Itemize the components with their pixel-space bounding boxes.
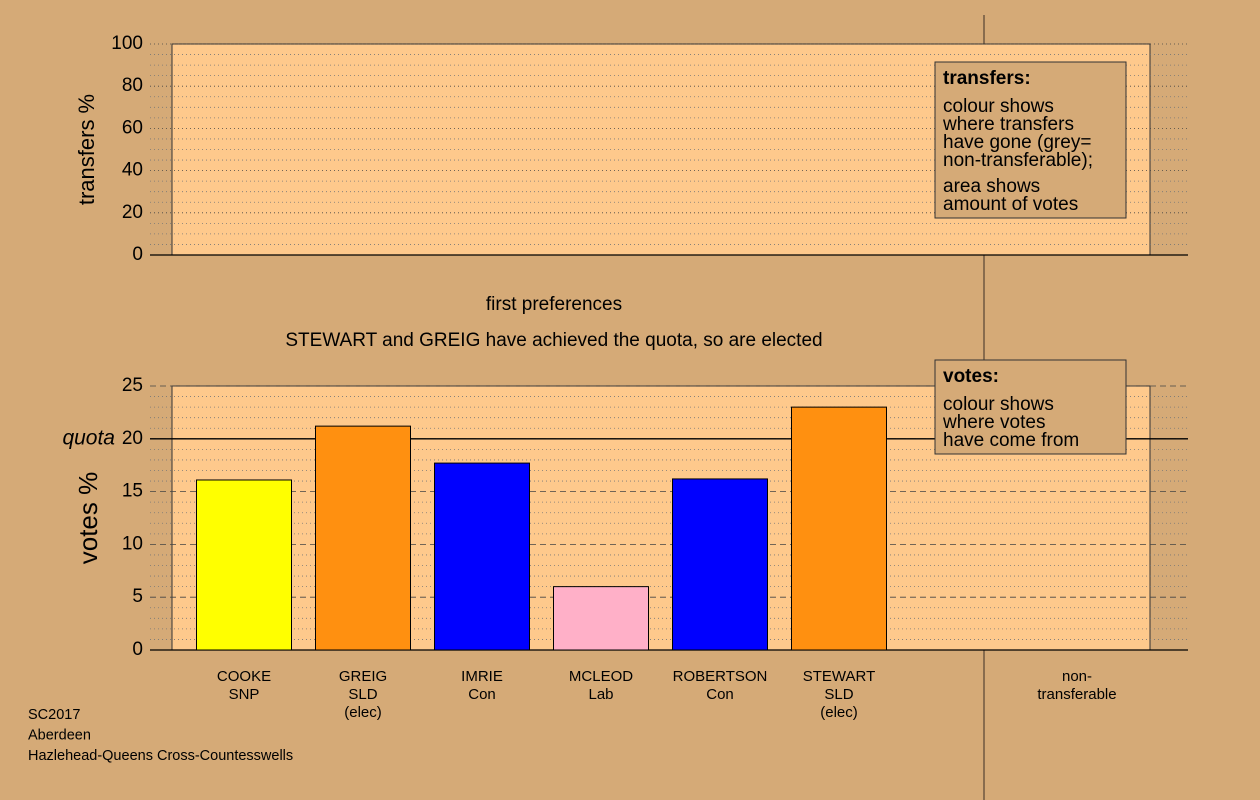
x-tick-label: (elec) [820, 704, 858, 721]
y-tick-label: 100 [111, 33, 143, 54]
y-tick-label: 0 [132, 244, 143, 265]
x-tick-label: IMRIE [461, 668, 503, 685]
quota-label: quota [62, 426, 115, 449]
bar [434, 462, 530, 651]
bar [791, 406, 887, 651]
legend-box [934, 359, 1127, 455]
y-tick-label: 20 [122, 202, 143, 223]
footer-text: Aberdeen [28, 727, 91, 743]
x-tick-label: (elec) [344, 704, 382, 721]
x-tick-label: MCLEOD [569, 668, 633, 685]
legend-title: votes: [943, 366, 999, 387]
legend-text: have gone (grey= [943, 132, 1091, 153]
bar [672, 478, 768, 651]
bar [553, 586, 649, 651]
x-tick-label: COOKE [217, 668, 271, 685]
y-tick-label: 40 [122, 160, 143, 181]
y-tick-label: 25 [122, 375, 143, 396]
subtitle: STEWART and GREIG have achieved the quot… [285, 330, 822, 351]
x-tick-label: SLD [824, 686, 853, 703]
footer-text: Hazlehead-Queens Cross-Countesswells [28, 748, 293, 764]
x-tick-label: ROBERTSON [673, 668, 768, 685]
legend-text: where votes [942, 412, 1045, 433]
legend-text: where transfers [942, 114, 1074, 135]
x-tick-label: SLD [348, 686, 377, 703]
bar [196, 479, 292, 651]
legend-box [934, 61, 1127, 219]
y-tick-label: 10 [122, 533, 143, 554]
legend-text: amount of votes [943, 194, 1078, 215]
legend-text: have come from [943, 430, 1079, 451]
x-tick-label: Lab [588, 686, 613, 703]
y-axis-label: transfers % [74, 94, 99, 205]
footer-text: SC2017 [28, 707, 80, 723]
legend-text: colour shows [943, 394, 1054, 415]
x-tick-label: SNP [229, 686, 260, 703]
y-tick-label: 5 [132, 586, 143, 607]
stage-title: first preferences [486, 294, 622, 315]
x-tick-label: transferable [1037, 686, 1116, 703]
x-tick-label: GREIG [339, 668, 387, 685]
legend-text: area shows [943, 176, 1040, 197]
legend-title: transfers: [943, 68, 1031, 89]
y-tick-label: 20 [122, 428, 143, 449]
y-tick-label: 15 [122, 481, 143, 502]
y-tick-label: 80 [122, 75, 143, 96]
y-tick-label: 0 [132, 639, 143, 660]
x-tick-label: non- [1062, 668, 1092, 685]
y-tick-label: 60 [122, 117, 143, 138]
legend-text: non-transferable); [943, 150, 1093, 171]
bar [315, 425, 411, 651]
x-tick-label: Con [706, 686, 734, 703]
x-tick-label: STEWART [803, 668, 876, 685]
y-axis-label: votes % [73, 472, 103, 565]
x-tick-label: Con [468, 686, 496, 703]
legend-text: colour shows [943, 96, 1054, 117]
